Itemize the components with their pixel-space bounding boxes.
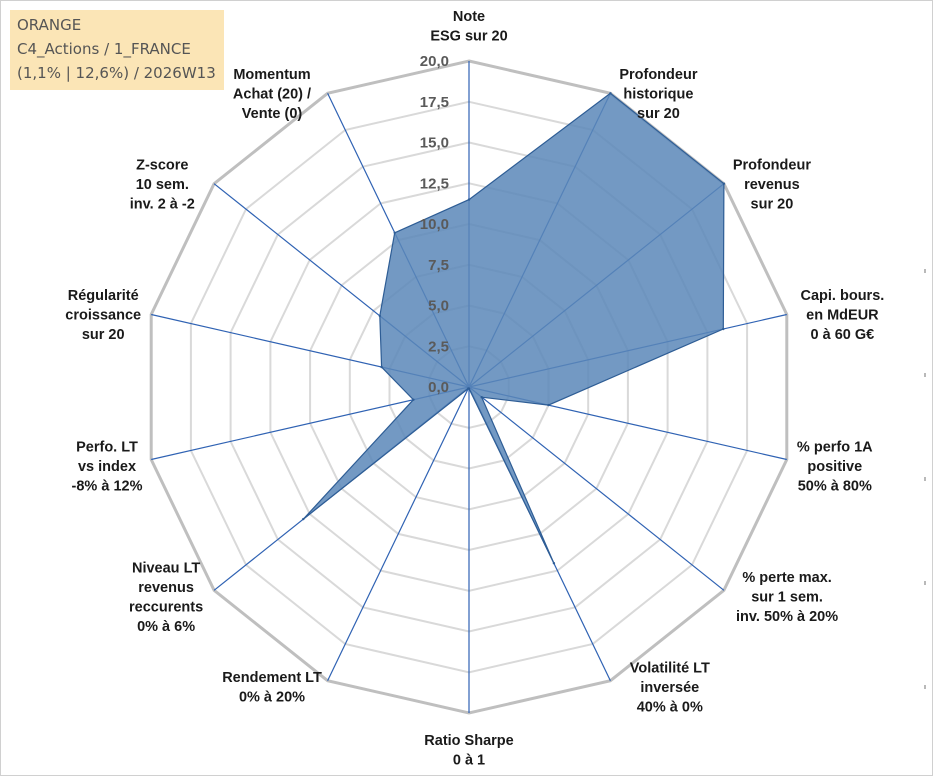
axis-label: % perfo 1A xyxy=(797,439,873,455)
axis-label: 10 sem. xyxy=(136,177,189,193)
axis-spoke xyxy=(468,386,725,591)
company-name: ORANGE xyxy=(17,16,82,34)
axis-label: Profondeur xyxy=(619,67,697,83)
axis-label: revenus xyxy=(744,177,800,193)
tick-label: 0,0 xyxy=(428,379,449,396)
axis-label: inv. 50% à 20% xyxy=(736,609,838,625)
axis-label: ESG sur 20 xyxy=(430,29,507,45)
axis-label: % perte max. xyxy=(742,570,831,586)
tick-label: 2,5 xyxy=(428,338,449,355)
axis-label: revenus xyxy=(138,580,194,596)
axis-label-group: Régularité croissance sur 20 xyxy=(65,288,141,343)
tick-label: 7,5 xyxy=(428,257,449,274)
axis-label: positive xyxy=(807,459,862,475)
edge-tick xyxy=(924,373,926,377)
axis-label-group: Perfo. LT vs index -8% à 12% xyxy=(72,439,143,494)
axis-label: Perfo. LT xyxy=(76,439,138,455)
axis-label-group: % perfo 1A positive 50% à 80% xyxy=(797,439,873,494)
data-point xyxy=(412,398,415,401)
data-point xyxy=(393,231,396,234)
axis-label: Ratio Sharpe xyxy=(424,733,513,749)
axis-label: Note xyxy=(453,9,485,25)
axis-label: -8% à 12% xyxy=(72,478,143,494)
axis-label-group: Niveau LT revenus reccurents 0% à 6% xyxy=(129,560,203,635)
data-point xyxy=(552,562,556,565)
axis-label: en MdEUR xyxy=(806,308,879,324)
tick-label: 10,0 xyxy=(420,216,449,233)
axis-label: reccurents xyxy=(129,599,203,615)
axis-label: Rendement LT xyxy=(222,670,322,686)
axis-label: Capi. bours. xyxy=(801,288,885,304)
axis-label: Niveau LT xyxy=(132,560,200,576)
stats-label: (1,1% | 12,6%) / 2026W13 xyxy=(17,64,216,82)
axis-label: Achat (20) / xyxy=(233,87,311,103)
axis-label-group: Profondeur revenus sur 20 xyxy=(733,158,811,213)
axis-label-group: Ratio Sharpe 0 à 1 xyxy=(424,733,513,769)
data-point xyxy=(467,198,471,201)
series-area xyxy=(302,92,725,564)
axis-label-group: Capi. bours. en MdEUR 0 à 60 G€ xyxy=(801,288,885,343)
data-point xyxy=(722,327,725,331)
edge-tick xyxy=(924,269,926,273)
axis-label: 50% à 80% xyxy=(798,478,872,494)
axis-label: Vente (0) xyxy=(242,106,303,122)
data-point xyxy=(722,182,726,185)
tick-label: 12,5 xyxy=(420,175,449,192)
axis-label: 40% à 0% xyxy=(637,700,703,716)
axis-label: 0% à 6% xyxy=(137,619,195,635)
axis-label: sur 1 sem. xyxy=(751,590,823,606)
axis-label: historique xyxy=(623,87,693,103)
axis-label-group: % perte max. sur 1 sem. inv. 50% à 20% xyxy=(736,570,838,625)
tick-label: 20,0 xyxy=(420,53,449,70)
edge-tick xyxy=(924,477,926,481)
axis-label-group: Z-score 10 sem. inv. 2 à -2 xyxy=(130,158,195,213)
axis-label: sur 20 xyxy=(637,106,680,122)
edge-tick xyxy=(924,581,926,585)
axis-label: Momentum xyxy=(233,67,310,83)
axis-label-group: Rendement LT 0% à 20% xyxy=(222,670,322,706)
data-point xyxy=(480,396,483,399)
axis-label: sur 20 xyxy=(82,327,125,343)
data-point xyxy=(380,365,383,369)
axis-label: 0% à 20% xyxy=(239,690,305,706)
data-point xyxy=(609,92,612,95)
axis-label-group: Profondeur historique sur 20 xyxy=(619,67,697,122)
axis-label: Z-score xyxy=(136,158,188,174)
tick-label: 17,5 xyxy=(420,94,449,111)
axis-label-group: Volatilité LT inversée 40% à 0% xyxy=(630,661,710,716)
info-box: ORANGE C4_Actions / 1_FRANCE (1,1% | 12,… xyxy=(10,10,224,90)
tick-label: 5,0 xyxy=(428,298,449,315)
data-point xyxy=(378,314,381,318)
axis-label-group: Note ESG sur 20 xyxy=(430,9,507,45)
axis-label: 0 à 60 G€ xyxy=(811,327,875,343)
category-label: C4_Actions / 1_FRANCE xyxy=(17,40,191,58)
axis-label: Régularité xyxy=(68,288,139,304)
axis-spoke xyxy=(327,386,470,681)
axis-label: Profondeur xyxy=(733,158,811,174)
axis-label: inv. 2 à -2 xyxy=(130,197,195,213)
tick-label: 15,0 xyxy=(420,135,449,152)
axis-label: vs index xyxy=(78,459,136,475)
data-point xyxy=(547,403,550,407)
axis-label: sur 20 xyxy=(751,197,794,213)
axis-label-group: Momentum Achat (20) / Vente (0) xyxy=(233,67,311,122)
edge-tick xyxy=(924,685,926,689)
axis-label: 0 à 1 xyxy=(453,753,485,769)
axis-label: Volatilité LT xyxy=(630,661,710,677)
axis-label: inversée xyxy=(640,680,699,696)
data-point xyxy=(302,517,305,521)
data-point xyxy=(467,387,470,390)
axis-label: croissance xyxy=(65,308,141,324)
